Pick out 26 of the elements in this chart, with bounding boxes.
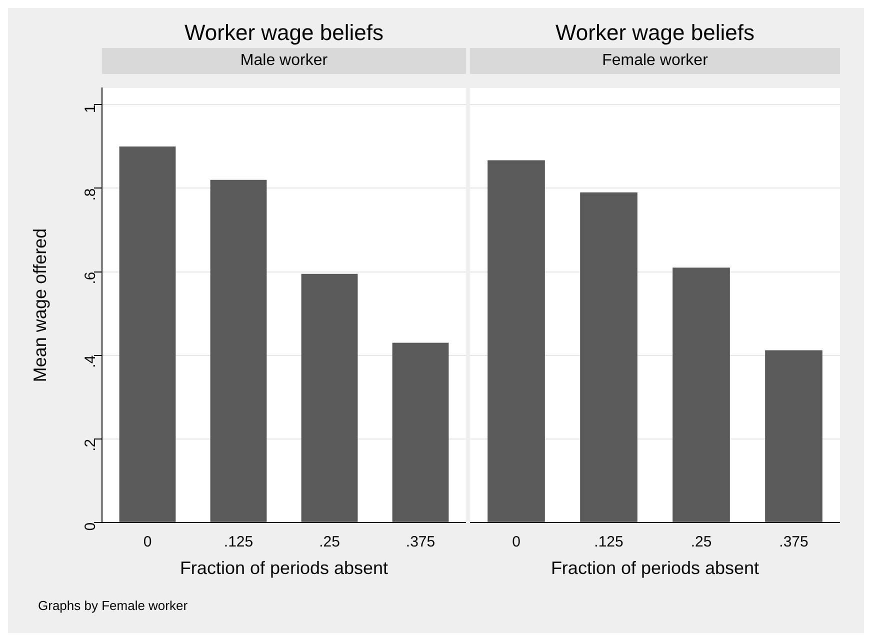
bar [580, 192, 638, 522]
x-tick-label: .125 [594, 534, 624, 551]
bar [765, 350, 822, 522]
x-tick-label: .375 [779, 534, 808, 551]
x-tick-label: .125 [224, 534, 254, 551]
y-tick-label: .2 [82, 438, 100, 452]
y-tick-label: 1 [82, 104, 100, 114]
bar [488, 160, 545, 522]
chart-subtitle: Female worker [470, 48, 840, 74]
y-axis-title: Mean wage offered [30, 228, 50, 382]
chart-title: Worker wage beliefs [554, 19, 756, 47]
x-axis-title: Fraction of periods absent [180, 558, 388, 578]
x-tick-label: .25 [319, 534, 340, 551]
chart-title: Worker wage beliefs [184, 19, 384, 47]
x-tick-label: 0 [512, 534, 520, 551]
y-tick-label: .8 [82, 188, 100, 201]
bar [672, 268, 730, 522]
x-tick-label: .25 [690, 534, 712, 551]
y-tick-label: .6 [82, 272, 100, 284]
x-axis-title: Fraction of periods absent [550, 558, 760, 578]
chart-subtitle: Male worker [102, 48, 466, 74]
y-tick-label: .4 [82, 355, 100, 368]
x-tick-label: .375 [406, 534, 436, 551]
y-tick-label: 0 [82, 522, 100, 531]
text: Graphs by Female worker [38, 598, 188, 613]
x-tick-label: 0 [143, 534, 152, 551]
